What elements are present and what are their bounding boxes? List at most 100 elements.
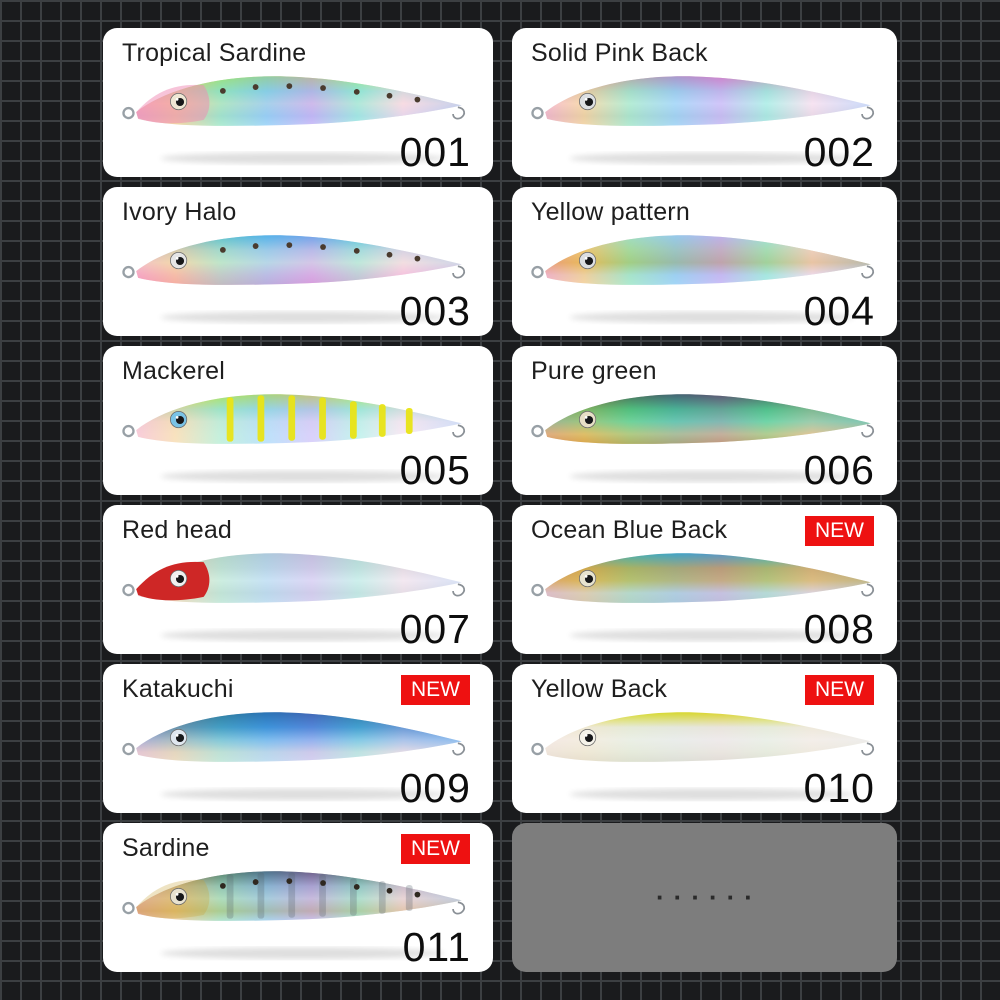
lure-name: Yellow pattern	[531, 198, 690, 226]
lure-holo-overlay	[136, 235, 462, 285]
lure-tail-hook	[861, 424, 875, 438]
model-number: 009	[399, 765, 471, 811]
lure-image	[122, 76, 466, 165]
lure-image	[122, 553, 466, 642]
lure-name: Mackerel	[122, 357, 226, 385]
lure-image	[531, 712, 875, 801]
product-grid: Tropical Sardine 001 Solid Pink Back	[103, 28, 897, 972]
product-card[interactable]: Red head 007	[103, 505, 493, 654]
lure-spots	[219, 242, 421, 262]
lure-name: Yellow Back	[531, 675, 668, 703]
lure-tail-hook	[452, 583, 466, 597]
lure-holo-overlay	[545, 553, 871, 603]
lure-image	[531, 76, 875, 165]
product-card[interactable]: Ivory Halo 003	[103, 187, 493, 336]
lure-bars	[226, 872, 413, 919]
lure-nose-loop	[531, 742, 544, 756]
lure-eye-glint	[584, 734, 588, 737]
model-number: 007	[399, 606, 471, 652]
lure-name: Red head	[122, 516, 233, 544]
lure-name: Tropical Sardine	[122, 39, 307, 67]
lure-spots	[219, 83, 421, 103]
lure-shadow	[160, 947, 446, 960]
model-number: 010	[803, 765, 875, 811]
model-number: 008	[803, 606, 875, 652]
lure-name: Ivory Halo	[122, 198, 237, 226]
lure-nose-loop	[122, 424, 135, 438]
product-card[interactable]: Yellow Back NEW 010	[512, 664, 897, 813]
lure-eye-glint	[175, 575, 179, 578]
new-badge: NEW	[805, 675, 874, 705]
lure-image	[531, 394, 875, 483]
model-number: 004	[803, 288, 875, 334]
lure-tail-hook	[452, 265, 466, 279]
lure-shadow	[160, 470, 446, 483]
lure-shadow	[569, 470, 855, 483]
lure-holo-overlay	[136, 76, 462, 126]
lure-tail-hook	[452, 901, 466, 915]
product-card[interactable]: Katakuchi NEW 009	[103, 664, 493, 813]
lure-tail-hook	[861, 742, 875, 756]
lure-eye-glint	[584, 416, 588, 419]
lure-shadow	[569, 152, 855, 165]
lure-nose-loop	[531, 424, 544, 438]
product-card[interactable]: Tropical Sardine 001	[103, 28, 493, 177]
lure-holo-overlay	[545, 712, 871, 762]
lure-tail-hook	[861, 583, 875, 597]
lure-eye-glint	[584, 98, 588, 101]
model-number: 011	[402, 924, 471, 970]
product-card[interactable]: Ocean Blue Back NEW 008	[512, 505, 897, 654]
model-number: 001	[399, 129, 471, 175]
more-dots: ······	[656, 882, 762, 912]
lure-nose-loop	[531, 106, 544, 120]
lure-image	[122, 394, 466, 483]
lure-tail-hook	[452, 742, 466, 756]
lure-image	[531, 553, 875, 642]
lure-nose-loop	[531, 265, 544, 279]
lure-holo-overlay	[545, 76, 871, 126]
model-number: 003	[399, 288, 471, 334]
lure-nose-loop	[531, 583, 544, 597]
lure-bars	[226, 395, 413, 442]
more-card[interactable]: ······	[512, 823, 897, 972]
lure-name: Solid Pink Back	[531, 39, 708, 67]
lure-nose-loop	[122, 583, 135, 597]
lure-image	[122, 712, 466, 801]
lure-image	[122, 871, 466, 960]
lure-eye-glint	[175, 416, 179, 419]
product-card[interactable]: Sardine NEW 011	[103, 823, 493, 972]
lure-eye-glint	[584, 575, 588, 578]
lure-shadow	[569, 788, 855, 801]
lure-image	[531, 235, 875, 324]
lure-eye-glint	[584, 257, 588, 260]
product-card[interactable]: Mackerel 005	[103, 346, 493, 495]
new-badge: NEW	[805, 516, 874, 546]
lure-shadow	[569, 311, 855, 324]
lure-nose-loop	[122, 901, 135, 915]
model-number: 006	[803, 447, 875, 493]
lure-spots	[219, 878, 421, 898]
lure-tail-hook	[861, 265, 875, 279]
lure-eye-glint	[175, 893, 179, 896]
model-number: 005	[399, 447, 471, 493]
lure-eye-glint	[175, 98, 179, 101]
lure-nose-loop	[122, 106, 135, 120]
lure-shadow	[160, 311, 446, 324]
lure-holo-overlay	[545, 235, 871, 285]
product-card[interactable]: Yellow pattern 004	[512, 187, 897, 336]
lure-shadow	[160, 629, 446, 642]
lure-tail-hook	[452, 424, 466, 438]
product-card[interactable]: Pure green 006	[512, 346, 897, 495]
lure-image	[122, 235, 466, 324]
lure-eye-glint	[175, 734, 179, 737]
new-badge: NEW	[401, 675, 470, 705]
product-card[interactable]: Solid Pink Back 002	[512, 28, 897, 177]
lure-shadow	[160, 152, 446, 165]
lure-tail-hook	[861, 106, 875, 120]
lure-eye-glint	[175, 257, 179, 260]
lure-name: Sardine	[122, 834, 210, 862]
new-badge: NEW	[401, 834, 470, 864]
lure-shadow	[569, 629, 855, 642]
lure-holo-overlay	[136, 712, 462, 762]
lure-nose-loop	[122, 742, 135, 756]
